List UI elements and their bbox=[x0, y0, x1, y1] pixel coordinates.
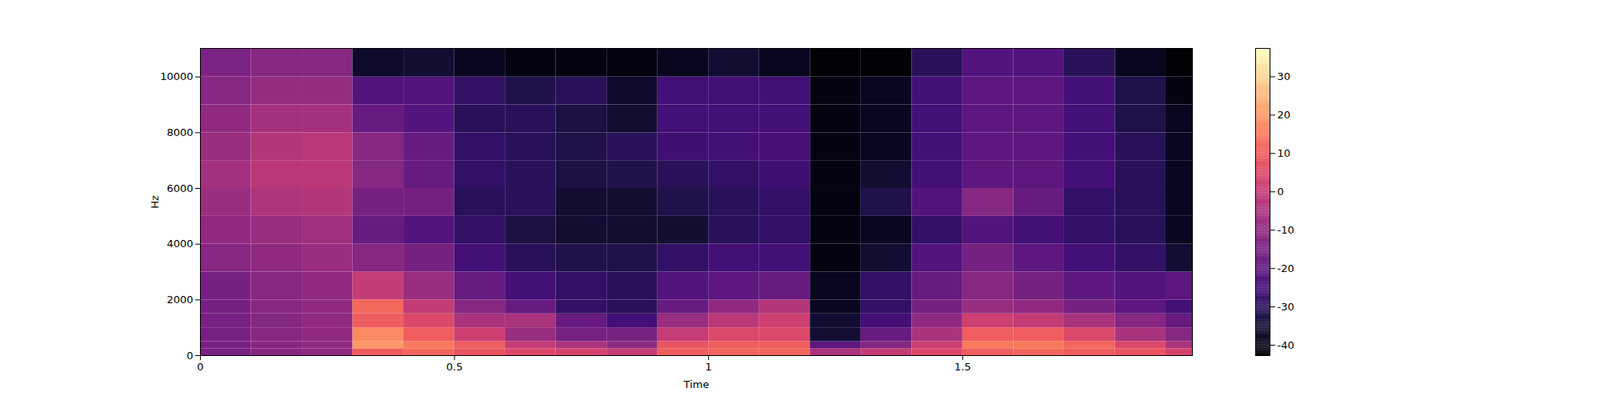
svg-text:0: 0 bbox=[186, 349, 193, 362]
svg-text:10000: 10000 bbox=[160, 70, 193, 83]
svg-text:-30: -30 bbox=[1277, 300, 1295, 313]
svg-text:10: 10 bbox=[1277, 147, 1292, 160]
svg-text:1.5: 1.5 bbox=[954, 360, 972, 373]
svg-text:20: 20 bbox=[1277, 108, 1292, 121]
svg-text:0.5: 0.5 bbox=[446, 360, 464, 373]
svg-text:2000: 2000 bbox=[166, 293, 193, 306]
svg-text:4000: 4000 bbox=[166, 237, 193, 250]
svg-text:-10: -10 bbox=[1277, 224, 1295, 236]
svg-text:0: 0 bbox=[196, 360, 204, 373]
svg-text:-20: -20 bbox=[1277, 262, 1295, 275]
svg-text:Time: Time bbox=[683, 378, 710, 391]
svg-text:6000: 6000 bbox=[166, 182, 193, 195]
svg-text:1: 1 bbox=[705, 360, 712, 373]
svg-text:30: 30 bbox=[1277, 70, 1292, 83]
svg-text:Hz: Hz bbox=[148, 195, 161, 209]
svg-text:-40: -40 bbox=[1277, 339, 1295, 352]
svg-text:8000: 8000 bbox=[166, 126, 193, 139]
svg-text:0: 0 bbox=[1277, 185, 1284, 198]
